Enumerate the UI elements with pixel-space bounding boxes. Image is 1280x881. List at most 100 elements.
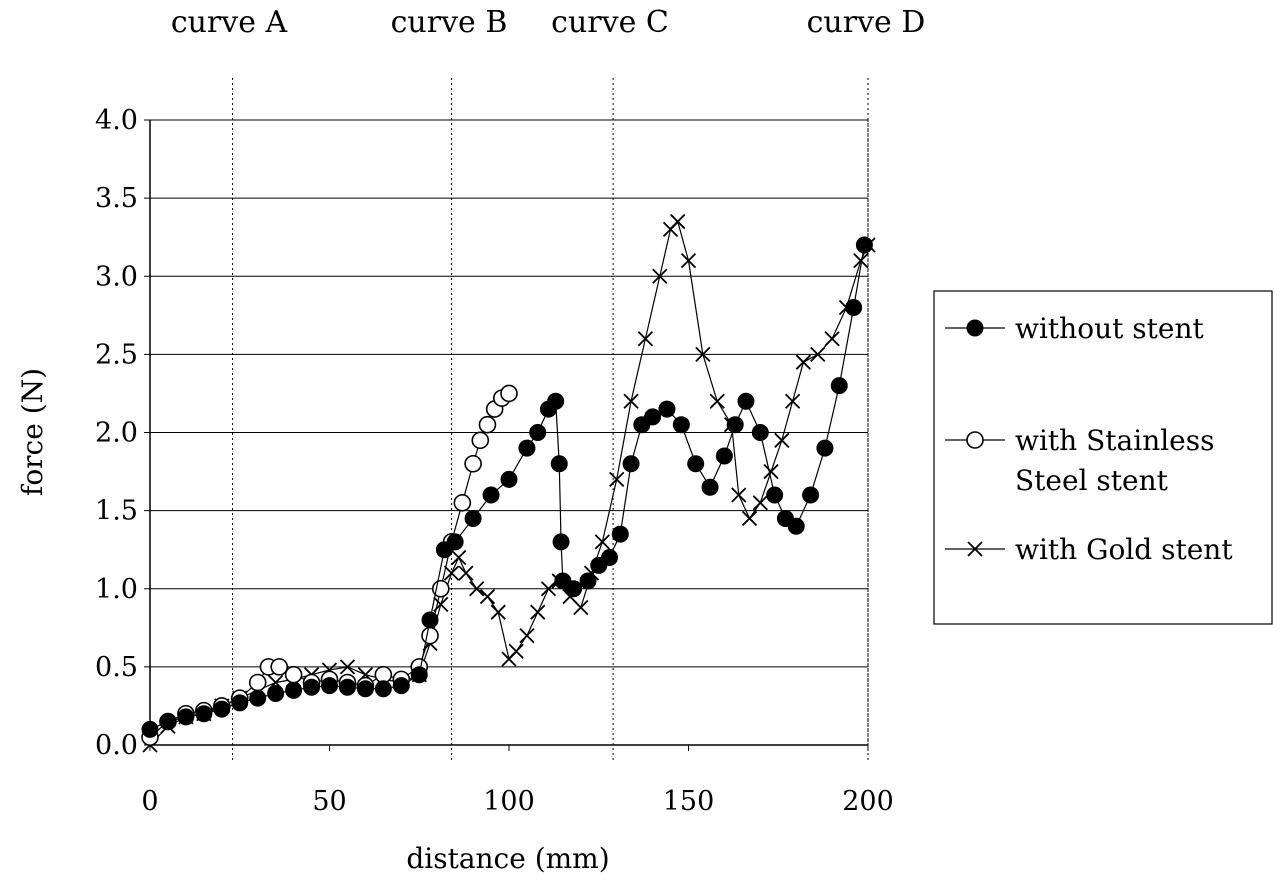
x-tick-label: 150: [663, 786, 715, 817]
data-point: [845, 299, 863, 316]
data-point: [547, 392, 565, 410]
data-point: [766, 486, 784, 504]
x-tick-label: 100: [483, 786, 535, 817]
data-point: [644, 408, 662, 426]
data-point: [741, 510, 758, 527]
data-point: [830, 377, 848, 395]
data-point: [752, 495, 768, 511]
y-tick-label: 0.5: [95, 652, 138, 683]
data-point: [737, 392, 755, 410]
data-point: [529, 424, 547, 441]
data-point: [751, 424, 769, 441]
data-point: [410, 666, 428, 684]
curve-annotation-label: curve A: [171, 5, 288, 40]
data-point: [249, 689, 267, 707]
legend-box: [933, 290, 1273, 625]
legend-item: with Gold stent: [945, 533, 1233, 566]
data-point: [550, 455, 568, 473]
plot-frame: [149, 119, 869, 746]
data-point: [967, 541, 983, 557]
data-point: [270, 658, 289, 676]
data-point: [392, 677, 410, 695]
data-point: [267, 684, 285, 702]
curve-annotations: curve A curve B curve C curve D: [171, 5, 926, 40]
data-point: [709, 393, 725, 409]
data-point: [451, 549, 467, 566]
data-point: [670, 213, 686, 230]
data-point: [774, 432, 790, 448]
x-tick-label: 50: [312, 786, 346, 817]
y-tick-label: 4.0: [95, 105, 138, 136]
y-tick-label: 3.0: [95, 261, 138, 292]
data-point: [159, 713, 177, 731]
data-point: [464, 509, 482, 527]
x-axis-title: distance (mm): [406, 842, 609, 875]
curve-annotation-label: curve B: [391, 5, 508, 40]
data-point: [579, 572, 597, 590]
data-point: [695, 346, 711, 363]
data-point: [810, 346, 826, 363]
data-point: [469, 581, 485, 597]
legend-label: with Stainless: [1015, 424, 1215, 457]
data-point: [530, 604, 546, 620]
data-point: [213, 700, 231, 718]
data-point: [443, 565, 460, 581]
data-point: [853, 252, 869, 269]
data-point: [966, 319, 984, 337]
y-tick-label: 0.0: [95, 730, 138, 761]
data-point: [284, 665, 303, 684]
series-filled-circle: [141, 236, 873, 738]
data-point: [565, 580, 583, 598]
data-point: [802, 486, 820, 504]
data-point: [637, 331, 654, 347]
x-tick-label: 0: [141, 786, 158, 817]
data-point: [482, 486, 500, 504]
data-point: [519, 627, 535, 644]
data-point: [500, 384, 518, 403]
data-point: [658, 400, 676, 418]
legend-label: without stent: [1015, 312, 1204, 345]
series-layer: [141, 213, 876, 753]
data-point: [611, 525, 629, 543]
data-point: [471, 431, 490, 450]
y-tick-label: 1.0: [95, 574, 138, 605]
data-point: [687, 455, 705, 473]
data-point: [490, 604, 506, 620]
data-point: [356, 680, 374, 698]
data-point: [609, 471, 625, 488]
data-point: [726, 416, 744, 434]
data-point: [338, 678, 356, 696]
y-tick-label: 2.5: [95, 339, 138, 370]
data-point: [622, 455, 640, 473]
data-point: [552, 533, 570, 551]
data-point: [231, 694, 249, 712]
y-tick-label: 1.5: [95, 496, 138, 527]
data-point: [141, 720, 159, 738]
data-point: [518, 439, 536, 457]
curve-annotation-label: curve C: [551, 5, 669, 40]
data-point: [374, 680, 392, 698]
data-point: [715, 447, 733, 465]
legend-label: with Gold stent: [1015, 533, 1233, 566]
data-point: [464, 454, 482, 473]
data-point: [680, 252, 697, 269]
data-point: [795, 354, 812, 370]
data-point: [446, 533, 464, 551]
data-point: [339, 659, 356, 675]
y-tick-label: 3.5: [95, 183, 138, 214]
data-point: [421, 626, 439, 645]
data-point: [652, 268, 668, 284]
data-point: [500, 470, 518, 488]
data-point: [816, 439, 834, 457]
legend-item: without stent: [945, 312, 1204, 345]
x-tick-label: 200: [842, 786, 894, 817]
data-point: [731, 487, 747, 503]
data-point: [601, 549, 619, 566]
data-point: [285, 681, 303, 699]
data-point: [478, 415, 497, 434]
data-point: [787, 517, 805, 535]
data-point: [508, 643, 524, 659]
